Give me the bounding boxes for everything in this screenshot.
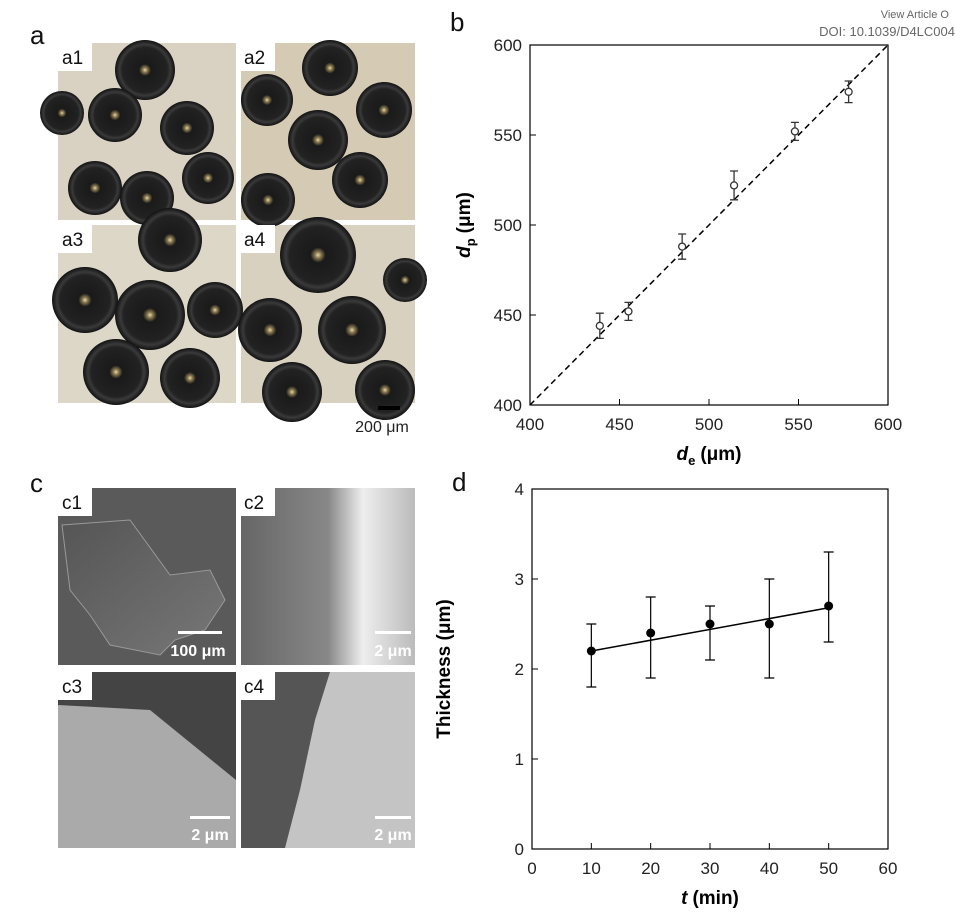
data-point bbox=[764, 619, 774, 629]
error-bar bbox=[764, 578, 775, 679]
sublabel-bg bbox=[58, 488, 275, 700]
y-tick-label: 1 bbox=[515, 750, 524, 769]
scale-label: 2 μm bbox=[374, 643, 411, 660]
error-bar bbox=[586, 623, 597, 688]
photo bbox=[241, 488, 415, 665]
x-tick-label: 40 bbox=[760, 859, 779, 878]
photo-grid: a1 a2 a3 a4 200 μm bbox=[40, 40, 427, 436]
error-bar bbox=[645, 596, 656, 679]
sublabel: a2 bbox=[244, 48, 265, 69]
x-tick-label: 400 bbox=[516, 415, 544, 434]
film bbox=[285, 672, 415, 848]
y-tick-label: 0 bbox=[515, 840, 524, 859]
sublabel: c3 bbox=[62, 677, 82, 698]
data-point bbox=[705, 619, 715, 629]
x-tick-label: 0 bbox=[527, 859, 536, 878]
axis-label-symbol: d bbox=[454, 246, 475, 258]
panel-label: b bbox=[450, 7, 464, 37]
y-tick-label: 3 bbox=[515, 570, 524, 589]
y-tick-label: 600 bbox=[494, 36, 522, 55]
axis-label-symbol: t bbox=[681, 888, 688, 909]
y-tick-label: 4 bbox=[515, 480, 524, 499]
x-tick-label: 550 bbox=[784, 415, 812, 434]
data-point bbox=[624, 307, 633, 316]
axis-label-unit: (min) bbox=[692, 888, 738, 909]
panel-label: d bbox=[452, 467, 466, 497]
y-tick-label: 2 bbox=[515, 660, 524, 679]
sublabel: a3 bbox=[62, 230, 83, 251]
x-tick-label: 30 bbox=[701, 859, 720, 878]
data-point bbox=[790, 127, 800, 136]
data-point bbox=[844, 87, 853, 96]
axis-label-subscript: p bbox=[463, 238, 478, 246]
scale-label: 200 μm bbox=[355, 419, 409, 436]
data-point bbox=[646, 628, 656, 638]
sublabel-bg bbox=[58, 43, 275, 253]
data-point bbox=[678, 242, 687, 251]
axis-label-unit: (μm) bbox=[700, 444, 741, 465]
axis-label-unit: (μm) bbox=[454, 192, 475, 233]
header-link[interactable]: View Article O bbox=[881, 9, 950, 21]
y-axis-label: dp (μm) bbox=[454, 192, 478, 258]
x-axis-label: de (μm) bbox=[676, 444, 741, 468]
x-tick-label: 600 bbox=[874, 415, 902, 434]
data-point bbox=[824, 601, 834, 611]
y-tick-label: 500 bbox=[494, 216, 522, 235]
x-tick-label: 500 bbox=[695, 415, 723, 434]
beads bbox=[40, 40, 427, 422]
data-point bbox=[586, 646, 596, 656]
sublabel: c1 bbox=[62, 493, 82, 514]
film bbox=[58, 705, 236, 848]
reference-line bbox=[530, 45, 888, 405]
sublabel: a1 bbox=[62, 48, 83, 69]
axis-label-text: Thickness (μm) bbox=[434, 599, 455, 738]
x-axis-label: t (min) bbox=[681, 888, 739, 909]
axis-label-subscript: e bbox=[688, 453, 695, 468]
y-tick-label: 550 bbox=[494, 126, 522, 145]
scale-label: 2 μm bbox=[191, 827, 228, 844]
scale-bar bbox=[378, 406, 400, 410]
data-point bbox=[729, 181, 739, 190]
film bbox=[61, 519, 226, 656]
x-tick-label: 20 bbox=[641, 859, 660, 878]
y-axis-label: Thickness (μm) bbox=[434, 599, 455, 738]
sublabel: c2 bbox=[244, 493, 264, 514]
scale-label: 100 μm bbox=[170, 643, 225, 660]
plot-frame bbox=[531, 488, 889, 850]
scale-bars bbox=[178, 631, 411, 819]
data-point bbox=[595, 321, 604, 330]
x-tick-label: 450 bbox=[605, 415, 633, 434]
x-tick-label: 10 bbox=[582, 859, 601, 878]
doi[interactable]: DOI: 10.1039/D4LC004 bbox=[819, 24, 955, 39]
x-tick-label: 60 bbox=[879, 859, 898, 878]
error-bar bbox=[823, 551, 834, 643]
panel-label: c bbox=[30, 468, 43, 498]
sublabel: c4 bbox=[244, 677, 265, 698]
sem-grid: c1 c2 c3 c4 100 μm 2 μm 2 μm 2 μm bbox=[58, 488, 415, 848]
axis-label-symbol: d bbox=[676, 444, 688, 465]
x-tick-label: 50 bbox=[819, 859, 838, 878]
error-bar bbox=[705, 605, 715, 661]
panel-label: a bbox=[30, 20, 45, 50]
y-tick-label: 450 bbox=[494, 306, 522, 325]
y-tick-label: 400 bbox=[494, 396, 522, 415]
scale-label: 2 μm bbox=[374, 827, 411, 844]
sublabel: a4 bbox=[244, 230, 266, 251]
